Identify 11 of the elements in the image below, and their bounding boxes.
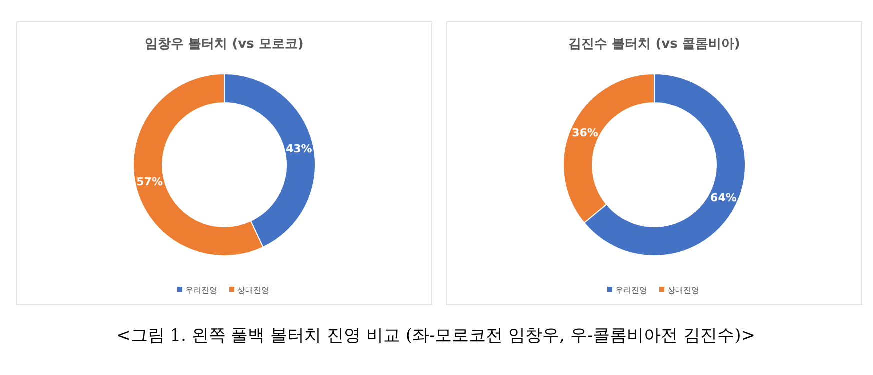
chart-title: 임창우 볼터치 (vs 모로코) <box>145 37 304 52</box>
legend-label: 상대진영 <box>668 286 700 295</box>
legend-label: 우리진영 <box>616 286 648 295</box>
legend-label: 우리진영 <box>186 286 218 295</box>
chart-title: 김진수 볼터치 (vs 콜롬비아) <box>568 37 740 52</box>
text: <그림 1. 왼쪽 풀백 볼터치 진영 비교 (좌-모로코전 임창우, 우-콜롬비아전 김진수)> <box>116 326 756 346</box>
data-label: 64% <box>710 192 737 205</box>
data-label: 36% <box>572 126 598 140</box>
data-label: 57% <box>136 176 164 189</box>
legend-label: 상대진영 <box>238 286 270 295</box>
data-label: 43% <box>286 142 312 156</box>
